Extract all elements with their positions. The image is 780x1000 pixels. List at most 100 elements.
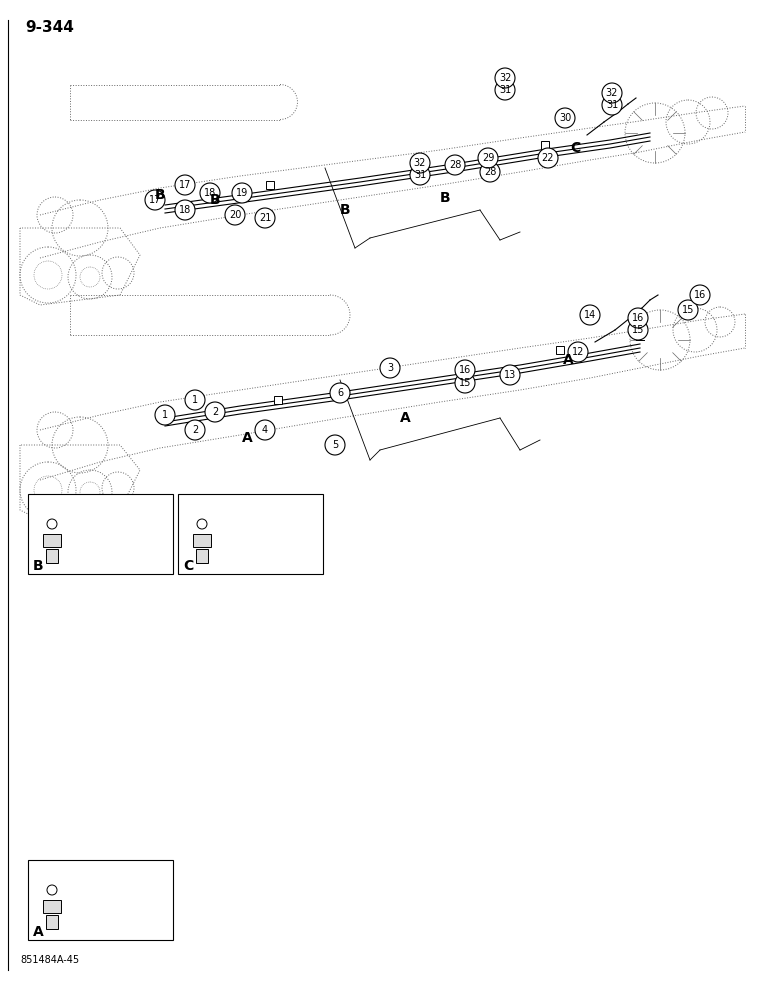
Text: B: B — [210, 193, 220, 207]
Circle shape — [255, 208, 275, 228]
Text: 25: 25 — [91, 501, 105, 511]
Circle shape — [538, 148, 558, 168]
Text: 15: 15 — [682, 305, 694, 315]
Text: 2: 2 — [212, 407, 218, 417]
Bar — [274, 396, 282, 404]
Circle shape — [205, 402, 225, 422]
Text: B: B — [339, 203, 350, 217]
Text: 30: 30 — [559, 113, 571, 123]
Circle shape — [455, 373, 475, 393]
Text: 28: 28 — [448, 160, 461, 170]
Text: 21: 21 — [259, 213, 271, 223]
Text: 2: 2 — [192, 425, 198, 435]
Text: 25: 25 — [241, 501, 254, 511]
Text: 13: 13 — [504, 370, 516, 380]
Bar — [28, 494, 173, 574]
Circle shape — [628, 308, 648, 328]
Circle shape — [445, 155, 465, 175]
Text: B: B — [440, 191, 450, 205]
Circle shape — [185, 420, 205, 440]
Text: 16: 16 — [632, 313, 644, 323]
Circle shape — [175, 175, 195, 195]
Text: 7: 7 — [91, 902, 98, 912]
Circle shape — [580, 305, 600, 325]
Bar — [556, 346, 564, 354]
Text: 20: 20 — [229, 210, 241, 220]
Text: C: C — [183, 559, 193, 573]
Bar — [193, 534, 211, 547]
Text: 9-344: 9-344 — [25, 20, 74, 35]
Text: 9: 9 — [91, 867, 98, 877]
Text: 31: 31 — [414, 170, 426, 180]
Text: 31: 31 — [606, 100, 618, 110]
Text: A: A — [399, 411, 410, 425]
Text: 32: 32 — [606, 88, 619, 98]
Text: 27: 27 — [91, 554, 105, 564]
Circle shape — [175, 200, 195, 220]
Bar — [266, 181, 274, 189]
Text: 4: 4 — [262, 425, 268, 435]
Text: 1: 1 — [192, 395, 198, 405]
Circle shape — [380, 358, 400, 378]
Text: 32: 32 — [499, 73, 511, 83]
Circle shape — [495, 68, 515, 88]
Text: 18: 18 — [204, 188, 216, 198]
Text: 15: 15 — [632, 325, 644, 335]
Circle shape — [480, 162, 500, 182]
Circle shape — [478, 148, 498, 168]
Text: 10: 10 — [91, 882, 104, 892]
Text: 32: 32 — [414, 158, 426, 168]
Text: 26: 26 — [91, 516, 105, 526]
Text: 29: 29 — [482, 153, 495, 163]
Bar — [43, 534, 61, 547]
Text: 17: 17 — [149, 195, 161, 205]
Text: 16: 16 — [459, 365, 471, 375]
Circle shape — [185, 390, 205, 410]
Bar — [28, 860, 173, 940]
Bar — [46, 915, 58, 929]
Text: C: C — [570, 141, 580, 155]
Circle shape — [568, 342, 588, 362]
Text: 19: 19 — [236, 188, 248, 198]
Circle shape — [410, 153, 430, 173]
Text: 17: 17 — [179, 180, 191, 190]
Text: 28: 28 — [484, 167, 496, 177]
Text: 16: 16 — [694, 290, 706, 300]
Bar — [196, 549, 208, 563]
Text: 3: 3 — [387, 363, 393, 373]
Text: 1: 1 — [162, 410, 168, 420]
Text: A: A — [33, 925, 44, 939]
Text: 14: 14 — [584, 310, 596, 320]
Circle shape — [690, 285, 710, 305]
Text: 23: 23 — [91, 536, 105, 546]
Text: 18: 18 — [179, 205, 191, 215]
Circle shape — [325, 435, 345, 455]
Circle shape — [155, 405, 175, 425]
Circle shape — [330, 383, 350, 403]
Circle shape — [255, 420, 275, 440]
Bar — [43, 900, 61, 913]
Text: 15: 15 — [459, 378, 471, 388]
Bar — [541, 141, 549, 149]
Circle shape — [145, 190, 165, 210]
Circle shape — [200, 183, 220, 203]
Text: A: A — [242, 431, 253, 445]
Text: B: B — [154, 188, 165, 202]
Text: B: B — [33, 559, 44, 573]
Circle shape — [500, 365, 520, 385]
Circle shape — [602, 83, 622, 103]
Text: 26: 26 — [241, 516, 254, 526]
Circle shape — [555, 108, 575, 128]
Circle shape — [455, 360, 475, 380]
Bar — [178, 494, 323, 574]
Text: 5: 5 — [332, 440, 338, 450]
Text: 11: 11 — [91, 920, 105, 930]
Circle shape — [410, 165, 430, 185]
Circle shape — [495, 80, 515, 100]
Circle shape — [602, 95, 622, 115]
Text: 22: 22 — [542, 153, 555, 163]
Text: 24: 24 — [241, 536, 254, 546]
Circle shape — [225, 205, 245, 225]
Circle shape — [678, 300, 698, 320]
Text: 12: 12 — [572, 347, 584, 357]
